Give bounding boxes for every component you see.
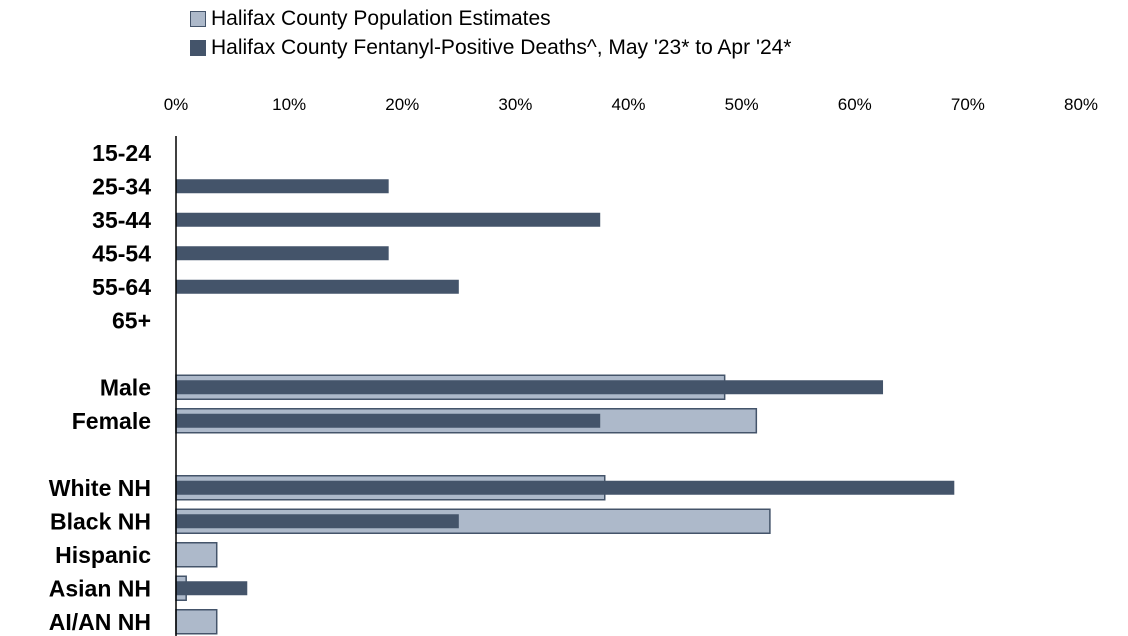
- bars: [175, 179, 955, 635]
- category-label: Hispanic: [55, 542, 151, 568]
- legend-item-population: Halifax County Population Estimates: [190, 4, 791, 33]
- category-label: 45-54: [92, 240, 151, 266]
- x-tick-label: 20%: [385, 95, 419, 114]
- x-tick-label: 10%: [272, 95, 306, 114]
- bar-deaths: [176, 514, 459, 529]
- bar-deaths: [176, 212, 601, 227]
- x-tick-label: 70%: [951, 95, 985, 114]
- bar-deaths: [176, 380, 884, 395]
- bar-deaths: [176, 480, 955, 495]
- x-tick-label: 40%: [611, 95, 645, 114]
- bar-deaths: [176, 279, 459, 294]
- legend-label-deaths: Halifax County Fentanyl-Positive Deaths^…: [211, 35, 792, 59]
- x-tick-label: 0%: [164, 95, 189, 114]
- category-label: White NH: [49, 475, 151, 501]
- category-label: 35-44: [92, 207, 151, 233]
- category-label: Black NH: [50, 508, 151, 534]
- legend-swatch-deaths: [190, 39, 206, 56]
- category-label: 55-64: [92, 274, 151, 300]
- x-tick-label: 80%: [1064, 95, 1098, 114]
- category-labels: 15-24 25-34 35-44 45-54 55-64 65+ Male Female Wh…: [49, 140, 151, 635]
- bar-deaths: [176, 179, 389, 194]
- legend-swatch-population: [190, 10, 206, 27]
- bar-deaths: [176, 581, 248, 596]
- bar-deaths: [176, 413, 601, 428]
- bar-population: [175, 609, 218, 635]
- legend-label-population: Halifax County Population Estimates: [211, 6, 551, 30]
- x-tick-label: 50%: [725, 95, 759, 114]
- x-tick-label: 30%: [498, 95, 532, 114]
- x-tick-label: 60%: [838, 95, 872, 114]
- category-label: Male: [100, 374, 151, 400]
- legend: Halifax County Population Estimates Hali…: [190, 4, 791, 62]
- legend-item-deaths: Halifax County Fentanyl-Positive Deaths^…: [190, 33, 791, 62]
- x-axis-ticks: 0% 10% 20% 30% 40% 50% 60% 70% 80%: [164, 95, 1098, 114]
- category-label: Female: [72, 408, 151, 434]
- bar-population: [175, 542, 218, 568]
- category-label: Asian NH: [49, 575, 151, 601]
- category-label: 25-34: [92, 173, 151, 199]
- category-label: 15-24: [92, 140, 151, 166]
- category-label: 65+: [112, 307, 151, 333]
- category-label: AI/AN NH: [49, 609, 151, 635]
- bar-deaths: [176, 246, 389, 261]
